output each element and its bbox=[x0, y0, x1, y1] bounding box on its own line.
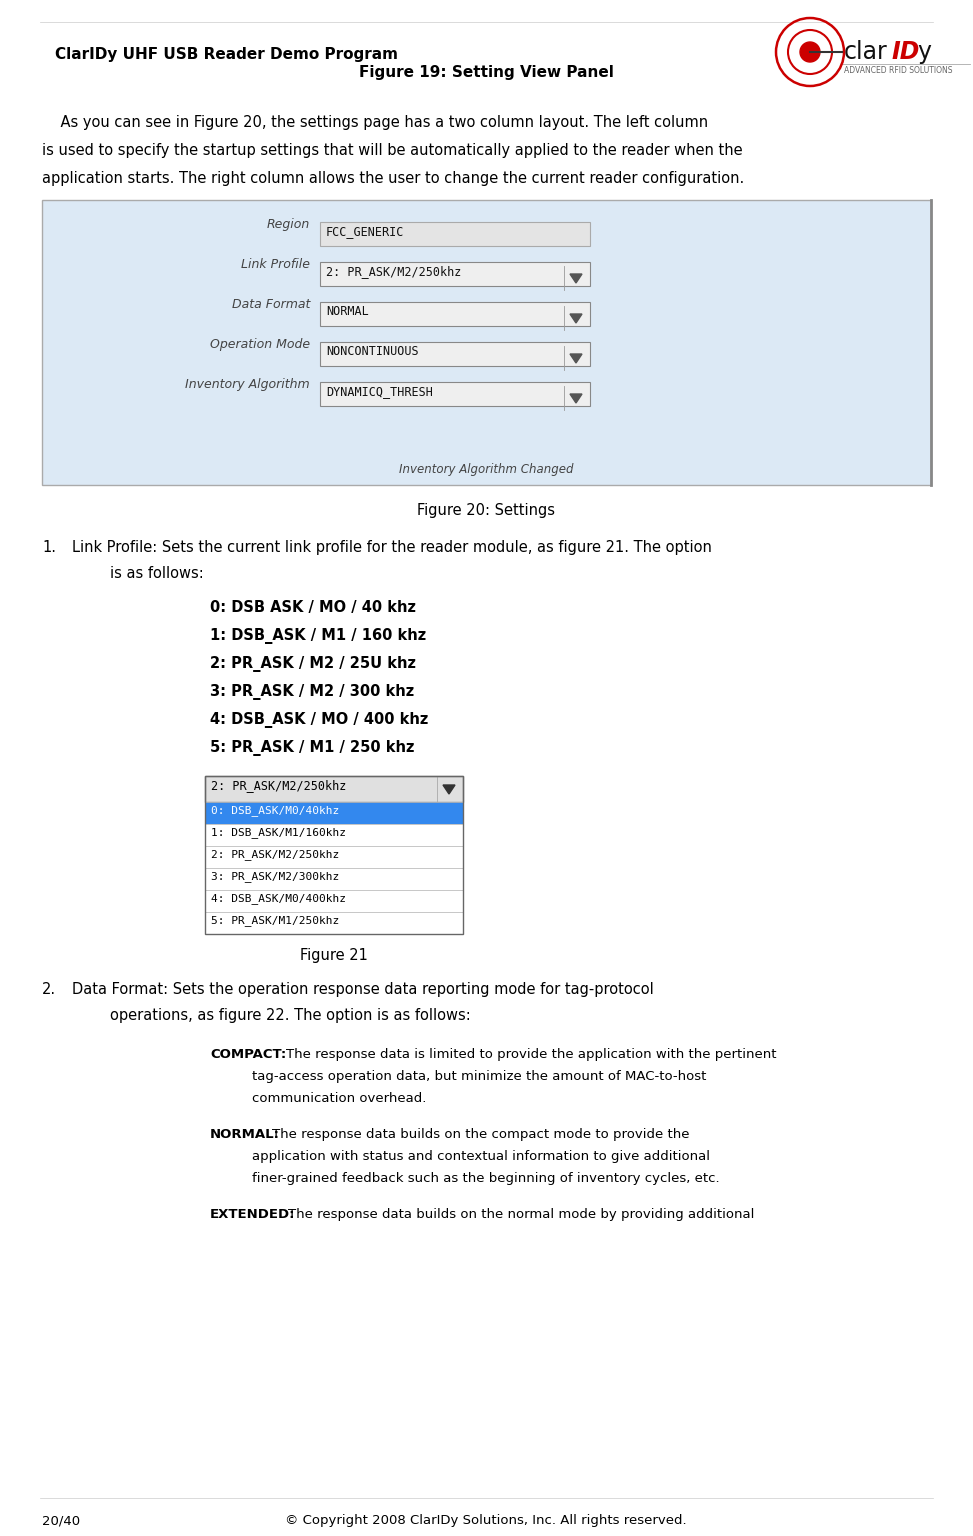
Text: communication overhead.: communication overhead. bbox=[252, 1092, 426, 1104]
Text: 4: DSB_ASK/M0/400khz: 4: DSB_ASK/M0/400khz bbox=[211, 892, 346, 903]
FancyBboxPatch shape bbox=[42, 200, 931, 485]
Polygon shape bbox=[570, 273, 582, 283]
FancyBboxPatch shape bbox=[205, 846, 463, 868]
Text: 1.: 1. bbox=[42, 541, 56, 554]
Text: operations, as figure 22. The option is as follows:: operations, as figure 22. The option is … bbox=[110, 1008, 471, 1023]
FancyBboxPatch shape bbox=[205, 889, 463, 912]
Text: 3: PR_ASK/M2/300khz: 3: PR_ASK/M2/300khz bbox=[211, 871, 340, 882]
Text: clar: clar bbox=[844, 40, 887, 65]
FancyBboxPatch shape bbox=[205, 802, 463, 823]
Text: NORMAL:: NORMAL: bbox=[210, 1127, 280, 1141]
Text: The response data is limited to provide the application with the pertinent: The response data is limited to provide … bbox=[286, 1048, 776, 1061]
Text: Inventory Algorithm: Inventory Algorithm bbox=[186, 378, 310, 392]
Text: 2: PR_ASK/M2/250khz: 2: PR_ASK/M2/250khz bbox=[211, 849, 340, 860]
Text: 0: DSB_ASK/M0/40khz: 0: DSB_ASK/M0/40khz bbox=[211, 805, 340, 816]
Text: Data Format: Data Format bbox=[232, 298, 310, 310]
Text: finer-grained feedback such as the beginning of inventory cycles, etc.: finer-grained feedback such as the begin… bbox=[252, 1172, 720, 1184]
Text: FCC_GENERIC: FCC_GENERIC bbox=[326, 224, 405, 238]
Text: is as follows:: is as follows: bbox=[110, 565, 203, 581]
Polygon shape bbox=[570, 395, 582, 402]
Text: Data Format: Sets the operation response data reporting mode for tag-protocol: Data Format: Sets the operation response… bbox=[72, 982, 654, 997]
Text: 0: DSB ASK / MO / 40 khz: 0: DSB ASK / MO / 40 khz bbox=[210, 601, 416, 614]
Text: 1: DSB_ASK / M1 / 160 khz: 1: DSB_ASK / M1 / 160 khz bbox=[210, 628, 426, 644]
Text: 3: PR_ASK / M2 / 300 khz: 3: PR_ASK / M2 / 300 khz bbox=[210, 684, 414, 700]
FancyBboxPatch shape bbox=[320, 263, 590, 286]
Text: 4: DSB_ASK / MO / 400 khz: 4: DSB_ASK / MO / 400 khz bbox=[210, 713, 428, 728]
Text: COMPACT:: COMPACT: bbox=[210, 1048, 286, 1061]
Text: NORMAL: NORMAL bbox=[326, 306, 369, 318]
FancyBboxPatch shape bbox=[205, 868, 463, 889]
Text: The response data builds on the normal mode by providing additional: The response data builds on the normal m… bbox=[288, 1207, 754, 1221]
Text: y: y bbox=[917, 40, 931, 65]
Polygon shape bbox=[570, 313, 582, 323]
Text: 20/40: 20/40 bbox=[42, 1514, 80, 1527]
Text: 5: PR_ASK / M1 / 250 khz: 5: PR_ASK / M1 / 250 khz bbox=[210, 740, 414, 756]
Text: Inventory Algorithm Changed: Inventory Algorithm Changed bbox=[399, 462, 573, 476]
Text: © Copyright 2008 ClarIDy Solutions, Inc. All rights reserved.: © Copyright 2008 ClarIDy Solutions, Inc.… bbox=[285, 1514, 687, 1527]
Text: Link Profile: Link Profile bbox=[241, 258, 310, 270]
FancyBboxPatch shape bbox=[205, 912, 463, 934]
FancyBboxPatch shape bbox=[205, 776, 463, 802]
Text: The response data builds on the compact mode to provide the: The response data builds on the compact … bbox=[272, 1127, 690, 1141]
FancyBboxPatch shape bbox=[320, 223, 590, 246]
Polygon shape bbox=[443, 785, 455, 794]
Text: 2: PR_ASK/M2/250khz: 2: PR_ASK/M2/250khz bbox=[326, 266, 461, 278]
Polygon shape bbox=[570, 353, 582, 362]
Text: application with status and contextual information to give additional: application with status and contextual i… bbox=[252, 1150, 710, 1163]
Text: Figure 20: Settings: Figure 20: Settings bbox=[417, 502, 555, 518]
Text: 2.: 2. bbox=[42, 982, 56, 997]
Text: EXTENDED:: EXTENDED: bbox=[210, 1207, 296, 1221]
Text: Link Profile: Sets the current link profile for the reader module, as figure 21.: Link Profile: Sets the current link prof… bbox=[72, 541, 712, 554]
FancyBboxPatch shape bbox=[205, 823, 463, 846]
Text: Figure 21: Figure 21 bbox=[300, 948, 368, 963]
Text: DYNAMICQ_THRESH: DYNAMICQ_THRESH bbox=[326, 386, 433, 398]
Text: ClarIDy UHF USB Reader Demo Program: ClarIDy UHF USB Reader Demo Program bbox=[55, 48, 398, 61]
FancyBboxPatch shape bbox=[320, 382, 590, 406]
Text: tag-access operation data, but minimize the amount of MAC-to-host: tag-access operation data, but minimize … bbox=[252, 1071, 706, 1083]
FancyBboxPatch shape bbox=[320, 343, 590, 366]
Text: 2: PR_ASK/M2/250khz: 2: PR_ASK/M2/250khz bbox=[211, 779, 346, 793]
Text: As you can see in Figure 20, the settings page has a two column layout. The left: As you can see in Figure 20, the setting… bbox=[42, 115, 708, 131]
Text: NONCONTINUOUS: NONCONTINUOUS bbox=[326, 346, 418, 358]
Text: Figure 19: Setting View Panel: Figure 19: Setting View Panel bbox=[359, 65, 613, 80]
FancyBboxPatch shape bbox=[320, 303, 590, 326]
Text: 1: DSB_ASK/M1/160khz: 1: DSB_ASK/M1/160khz bbox=[211, 826, 346, 839]
Text: application starts. The right column allows the user to change the current reade: application starts. The right column all… bbox=[42, 170, 744, 186]
Text: Region: Region bbox=[267, 218, 310, 230]
Circle shape bbox=[800, 41, 820, 61]
Text: 5: PR_ASK/M1/250khz: 5: PR_ASK/M1/250khz bbox=[211, 915, 340, 926]
Text: Operation Mode: Operation Mode bbox=[210, 338, 310, 352]
Text: ID: ID bbox=[892, 40, 920, 65]
Text: ADVANCED RFID SOLUTIONS: ADVANCED RFID SOLUTIONS bbox=[844, 66, 953, 75]
Text: 2: PR_ASK / M2 / 25U khz: 2: PR_ASK / M2 / 25U khz bbox=[210, 656, 416, 673]
Text: is used to specify the startup settings that will be automatically applied to th: is used to specify the startup settings … bbox=[42, 143, 742, 158]
